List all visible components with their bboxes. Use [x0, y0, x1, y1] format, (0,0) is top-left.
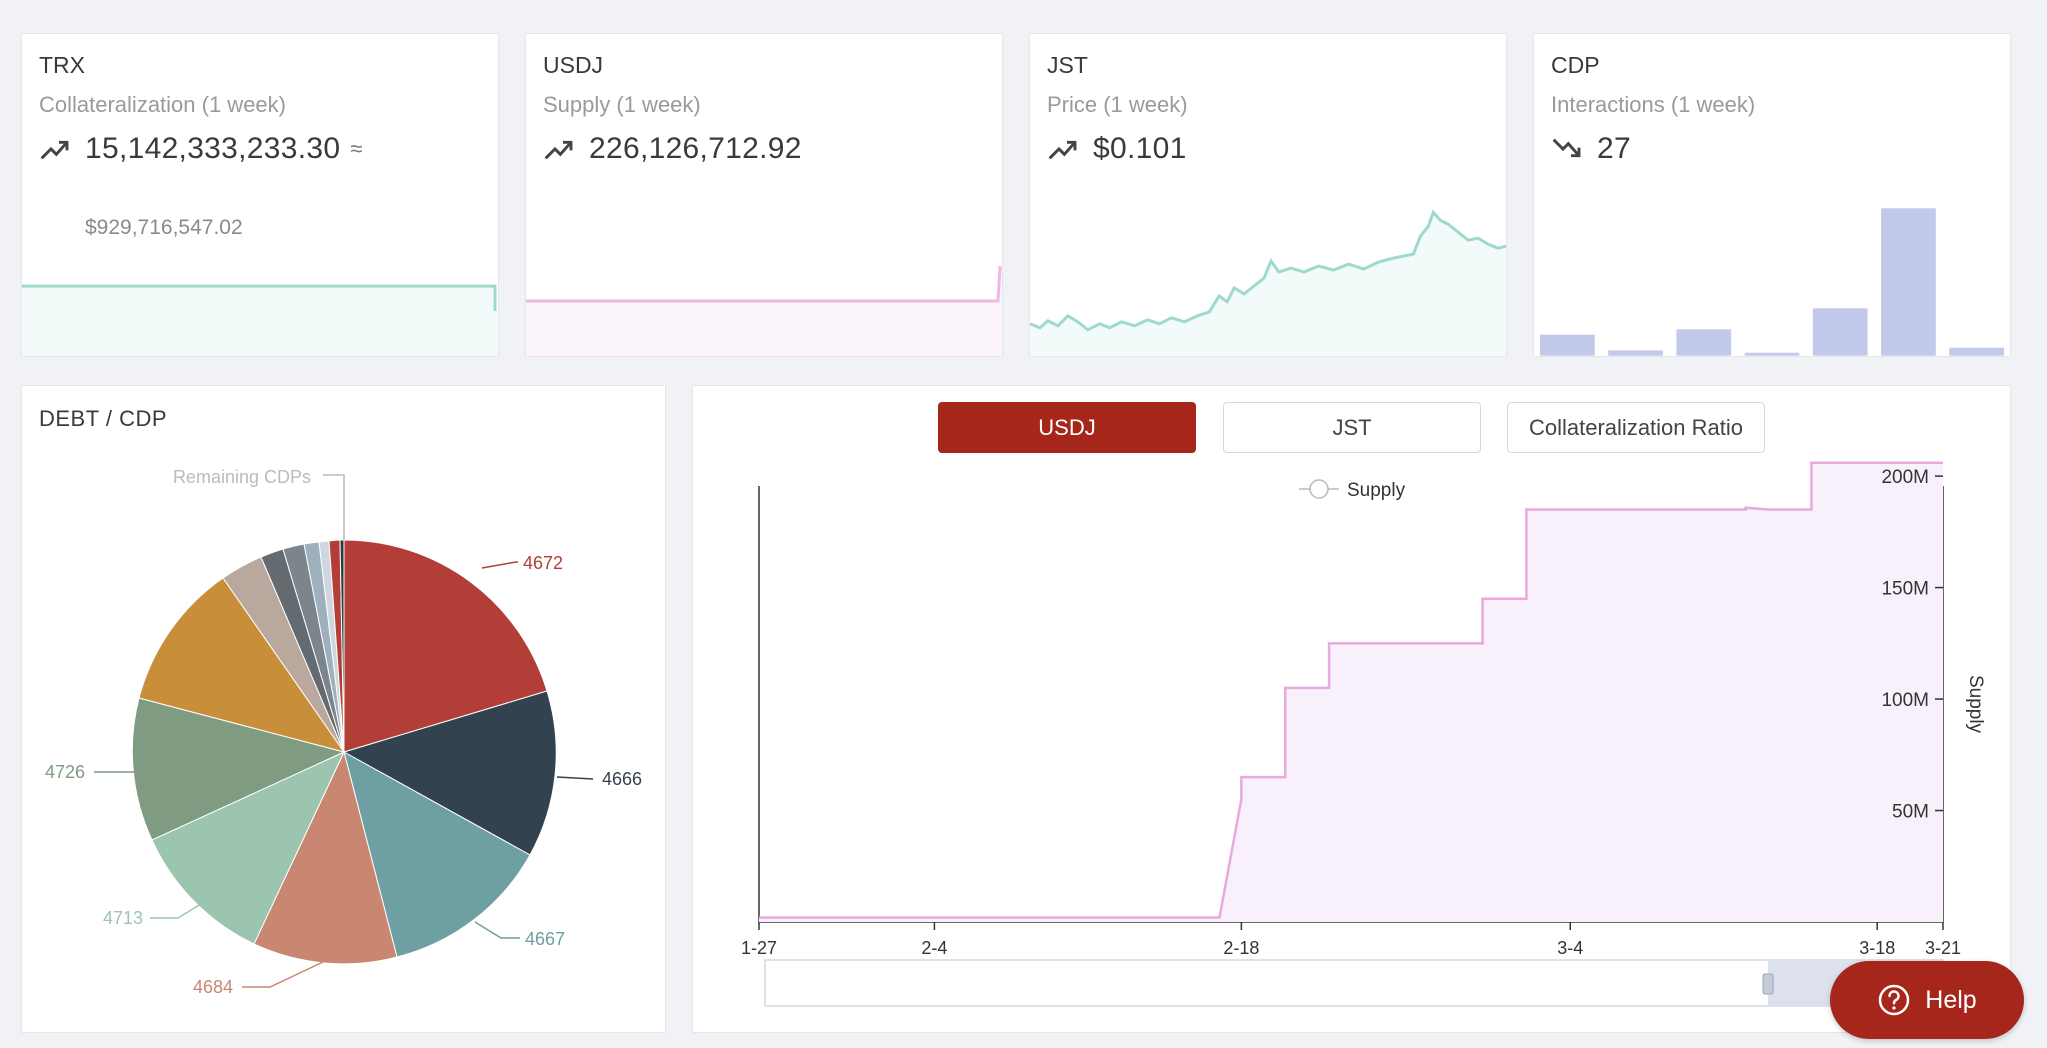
help-label: Help: [1925, 985, 1977, 1014]
debt-pie-chart: Remaining CDPs 4672 4666 4667 4684 4713 …: [45, 467, 642, 997]
y-axis-title: Supply: [1965, 675, 1986, 734]
x-tick-label: 2-18: [1223, 938, 1259, 958]
stat-card-trx: TRX Collateralization (1 week) 15,142,33…: [21, 33, 499, 357]
stat-value: 226,126,712.92: [589, 132, 802, 165]
debt-cdp-panel: DEBT / CDP Remaining CDPs 4672 4: [21, 385, 666, 1033]
pie-slice-4684: [253, 750, 398, 965]
y-tick-label: 100M: [1881, 690, 1929, 711]
y-tick-label: 200M: [1881, 467, 1929, 488]
pie-slice-4713: [151, 750, 346, 945]
x-tick-label: 3-18: [1859, 938, 1895, 958]
x-tick-label: 3-21: [1925, 938, 1961, 958]
supply-sparkline: [526, 266, 1002, 356]
pie-label-4713: 4713: [103, 908, 143, 928]
help-button[interactable]: Help: [1830, 961, 2024, 1039]
supply-chart-panel: USDJ JST Collateralization Ratio Supply …: [692, 385, 2011, 1033]
zoom-slider-track[interactable]: [764, 959, 1944, 1007]
tab-usdj[interactable]: USDJ: [938, 402, 1196, 453]
stat-value: $0.101: [1093, 132, 1187, 165]
pie-slice-4672: [343, 539, 548, 753]
x-tick-label: 2-4: [921, 938, 947, 958]
stat-subtitle: Interactions (1 week): [1551, 92, 1756, 117]
interaction-bar: [1881, 208, 1936, 356]
trend-up-icon: [544, 140, 573, 160]
stat-title: USDJ: [543, 52, 604, 78]
stat-title: TRX: [39, 52, 85, 78]
x-tick-label: 1-27: [741, 938, 777, 958]
pie-slice-4666: [342, 690, 557, 856]
pie-label-remaining: Remaining CDPs: [173, 467, 311, 487]
interaction-bar: [1744, 352, 1800, 356]
pie-label-4684: 4684: [193, 977, 233, 997]
trend-up-icon: [1048, 140, 1077, 160]
collateralization-sparkline: [22, 284, 498, 356]
zoom-slider-handle[interactable]: [1762, 973, 1774, 995]
stat-usd-value: $929,716,547.02: [85, 216, 243, 239]
y-tick-label: 50M: [1892, 802, 1929, 823]
interaction-bar: [1539, 334, 1595, 356]
stat-subtitle: Price (1 week): [1047, 92, 1188, 117]
approx-sign: ≈: [350, 136, 363, 161]
price-sparkline: [1030, 209, 1506, 356]
stat-card-cdp: CDP Interactions (1 week) 27: [1533, 33, 2011, 357]
trend-up-icon: [40, 140, 69, 160]
tab-collateralization-ratio[interactable]: Collateralization Ratio: [1507, 402, 1765, 453]
pie-slice-4726: [131, 697, 346, 841]
question-icon: [1879, 984, 1910, 1016]
stat-title: CDP: [1551, 52, 1600, 78]
legend-label: Supply: [1347, 480, 1406, 501]
pie-label-4726: 4726: [45, 762, 85, 782]
pie-label-4672: 4672: [523, 553, 563, 573]
stat-card-usdj: USDJ Supply (1 week) 226,126,712.92: [525, 33, 1003, 357]
interaction-bar: [1608, 350, 1663, 356]
stat-value: 27: [1597, 132, 1631, 165]
interaction-bar: [1812, 308, 1868, 356]
supply-line-chart: Supply Supply 1-27 2-4 2-18 3-4 3-18 3-21 50M…: [741, 461, 1986, 1007]
x-tick-label: 3-4: [1557, 938, 1583, 958]
stat-title: JST: [1047, 52, 1088, 78]
stat-card-jst: JST Price (1 week) $0.101: [1029, 33, 1507, 357]
interactions-bar-chart: [1539, 208, 2005, 356]
pie-slice-a: [138, 577, 346, 753]
stat-subtitle: Collateralization (1 week): [39, 92, 286, 117]
stat-subtitle: Supply (1 week): [543, 92, 701, 117]
tab-jst[interactable]: JST: [1223, 402, 1481, 453]
interaction-bar: [1676, 329, 1732, 356]
stat-value: 15,142,333,233.30: [85, 132, 341, 165]
legend-marker: [1309, 479, 1329, 499]
supply-line: [759, 461, 1943, 919]
supply-area: [759, 462, 1943, 922]
interaction-bar: [1949, 347, 2005, 356]
panel-title: DEBT / CDP: [39, 406, 168, 431]
pie-slice-4667: [343, 750, 531, 958]
y-tick-label: 150M: [1881, 579, 1929, 600]
trend-down-icon: [1552, 138, 1581, 158]
pie-label-4667: 4667: [525, 929, 565, 949]
pie-label-4666: 4666: [602, 769, 642, 789]
